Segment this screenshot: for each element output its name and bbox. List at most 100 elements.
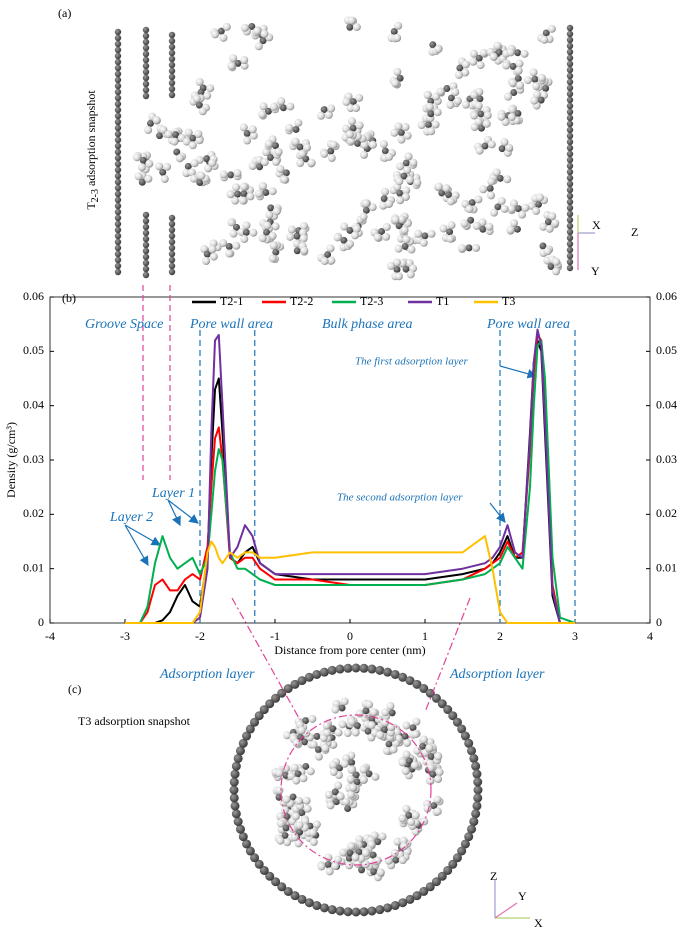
wall-atom [405, 894, 415, 904]
x-tick-label: 1 [422, 629, 428, 643]
molecule-atom [389, 745, 398, 754]
wall-atom [277, 688, 287, 698]
molecule-atom [461, 68, 470, 77]
molecule-atom [326, 801, 335, 810]
wall-atom [349, 98, 357, 106]
wall-atom [283, 886, 293, 896]
triad-label: Z [631, 225, 638, 239]
molecule-atom [505, 143, 514, 152]
wall-atom [566, 144, 574, 152]
snapshot-label: T2-3 adsorption snapshot [84, 90, 102, 210]
molecule-atom [387, 261, 396, 270]
molecule-atom [211, 30, 220, 39]
wall-atom [468, 199, 476, 207]
molecule-atom [259, 182, 268, 191]
wall-atom [168, 244, 176, 252]
molecule-atom [226, 190, 235, 199]
molecule-atom [137, 163, 146, 172]
wall-atom [419, 886, 429, 896]
molecule-atom [352, 224, 361, 233]
wall-atom [231, 809, 241, 819]
wall-atom [203, 155, 211, 163]
wall-atom [353, 778, 361, 786]
wall-atom [168, 232, 176, 240]
wall-atom [168, 220, 176, 228]
x-tick-label: 2 [497, 629, 503, 643]
y2-tick-label: 0 [656, 615, 662, 629]
wall-atom [469, 817, 479, 827]
molecule-atom [240, 23, 249, 32]
wall-atom [335, 906, 345, 916]
wall-atom [513, 225, 521, 233]
wall-atom [467, 746, 477, 756]
wall-atom [362, 707, 370, 715]
molecule-atom [345, 861, 354, 870]
wall-atom [232, 223, 240, 231]
wall-atom [355, 848, 363, 856]
molecule-atom [202, 256, 211, 265]
molecule-atom [327, 256, 336, 265]
molecule-atom [478, 218, 487, 227]
molecule-atom [487, 191, 496, 200]
molecule-atom [300, 246, 309, 255]
molecule-atom [346, 790, 355, 799]
wall-atom [471, 761, 481, 771]
molecule-atom [297, 726, 306, 735]
wall-atom [388, 709, 396, 717]
wall-atom [203, 250, 211, 258]
molecule-atom [391, 215, 400, 224]
molecule-atom [260, 158, 269, 167]
molecule-atom [239, 123, 248, 132]
molecule-atom [492, 168, 501, 177]
wall-atom [142, 247, 150, 255]
molecule-atom [532, 82, 541, 91]
wall-atom [114, 88, 122, 96]
molecule-atom [414, 229, 423, 238]
wall-atom [393, 266, 401, 274]
molecule-atom [170, 137, 179, 146]
molecule-atom [382, 232, 391, 241]
wall-atom [448, 711, 458, 721]
molecule-atom [303, 804, 312, 813]
wall-atom [438, 189, 446, 197]
wall-atom [114, 58, 122, 66]
wall-atom [146, 119, 154, 127]
wall-atom [566, 120, 574, 128]
molecule-atom [347, 717, 356, 726]
molecule-atom [435, 768, 444, 777]
molecule-atom [502, 61, 511, 70]
molecule-atom [403, 131, 412, 140]
wall-atom [359, 663, 369, 673]
wall-atom [358, 866, 366, 874]
wall-atom [566, 24, 574, 32]
wall-atom [292, 125, 300, 133]
molecule-atom [409, 158, 418, 167]
molecule-atom [434, 182, 443, 191]
wall-atom [168, 262, 176, 270]
wall-atom [446, 228, 454, 236]
wall-atom [259, 37, 267, 45]
wall-atom [431, 877, 441, 887]
wall-atom [566, 132, 574, 140]
molecule-atom [382, 746, 391, 755]
y-tick-label: 0.03 [23, 452, 44, 466]
wall-atom [353, 722, 361, 730]
molecule-atom [361, 199, 370, 208]
y-tick-label: 0 [38, 615, 44, 629]
wall-atom [256, 163, 264, 171]
molecule-atom [402, 186, 411, 195]
molecule-atom [272, 207, 281, 216]
wall-atom [320, 106, 328, 114]
wall-atom [114, 28, 122, 36]
molecule-atom [359, 212, 368, 221]
wall-atom [452, 853, 462, 863]
molecule-atom [465, 205, 474, 214]
molecule-atom [449, 82, 458, 91]
molecule-atom [419, 238, 428, 247]
y2-tick-label: 0.03 [656, 452, 677, 466]
y2-tick-label: 0.02 [656, 506, 677, 520]
molecule-atom [485, 222, 494, 231]
wall-atom [566, 180, 574, 188]
molecule-atom [195, 136, 204, 145]
